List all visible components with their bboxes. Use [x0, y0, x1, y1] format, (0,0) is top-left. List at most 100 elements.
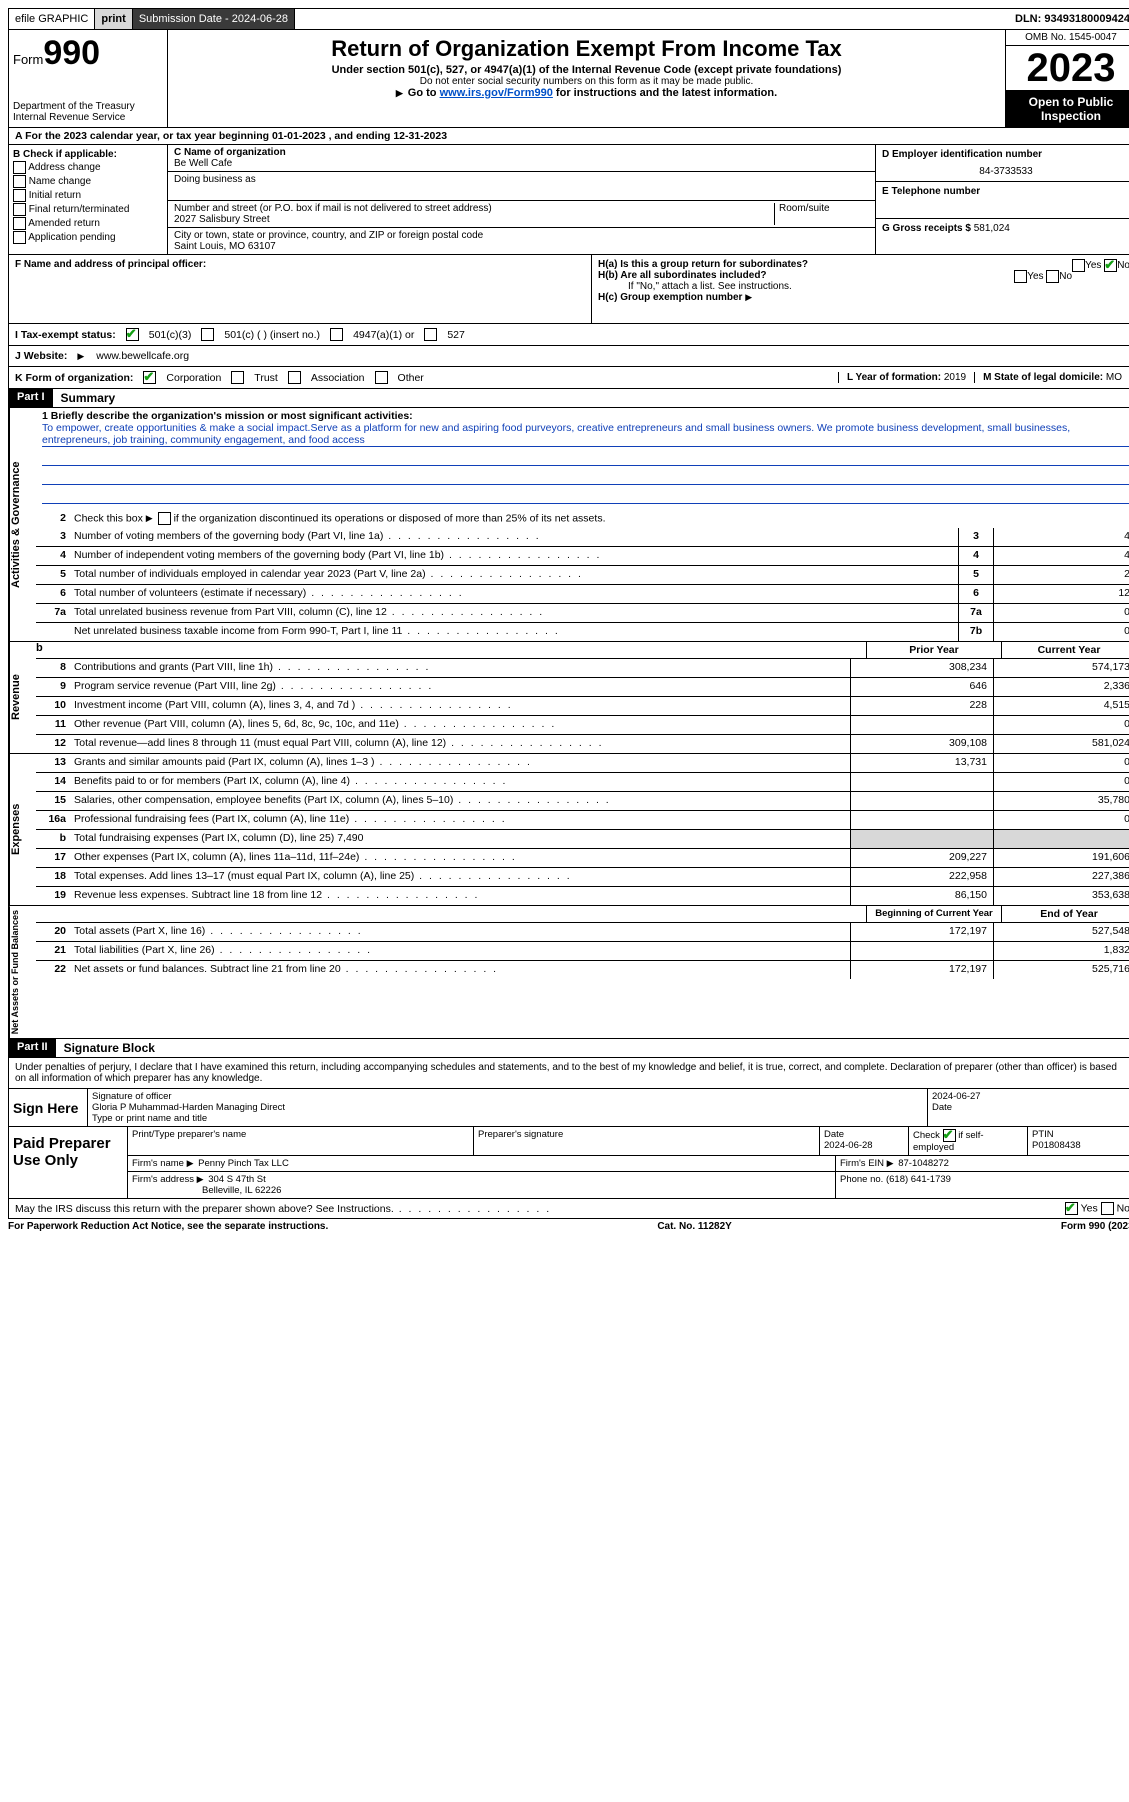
table-row: bTotal fundraising expenses (Part IX, co…	[36, 830, 1129, 849]
table-row: 5Total number of individuals employed in…	[36, 566, 1129, 585]
vlabel-expenses: Expenses	[9, 754, 36, 905]
sig-officer-label: Signature of officer	[92, 1091, 923, 1102]
ha-no[interactable]	[1104, 259, 1117, 272]
table-row: 21Total liabilities (Part X, line 26)1,8…	[36, 942, 1129, 961]
cb-4947[interactable]	[330, 328, 343, 341]
table-row: 6Total number of volunteers (estimate if…	[36, 585, 1129, 604]
table-row: 22Net assets or fund balances. Subtract …	[36, 961, 1129, 979]
form-subtitle-3: Go to www.irs.gov/Form990 for instructio…	[176, 87, 997, 99]
table-row: 14Benefits paid to or for members (Part …	[36, 773, 1129, 792]
mission-block: 1 Briefly describe the organization's mi…	[36, 408, 1129, 510]
addr-label: Number and street (or P.O. box if mail i…	[174, 203, 770, 214]
vlabel-netassets: Net Assets or Fund Balances	[9, 906, 36, 1038]
open-inspection: Open to Public Inspection	[1006, 91, 1129, 127]
cb-other[interactable]	[375, 371, 388, 384]
table-row: 3Number of voting members of the governi…	[36, 528, 1129, 547]
line-2: Check this box if the organization disco…	[70, 510, 1129, 528]
table-row: 18Total expenses. Add lines 13–17 (must …	[36, 868, 1129, 887]
ha-yes[interactable]	[1072, 259, 1085, 272]
discuss-yes[interactable]	[1065, 1202, 1078, 1215]
discuss-row: May the IRS discuss this return with the…	[8, 1199, 1129, 1219]
officer-label: F Name and address of principal officer:	[15, 259, 206, 270]
cb-app-pending[interactable]: Application pending	[13, 231, 163, 244]
dept-label: Department of the Treasury Internal Reve…	[13, 101, 163, 123]
table-row: 15Salaries, other compensation, employee…	[36, 792, 1129, 811]
expenses-block: Expenses 13Grants and similar amounts pa…	[8, 754, 1129, 906]
col-beginning: Beginning of Current Year	[866, 906, 1001, 922]
revenue-block: Revenue b Prior Year Current Year 8Contr…	[8, 642, 1129, 754]
tel-label: E Telephone number	[882, 186, 1129, 197]
cb-name-change[interactable]: Name change	[13, 175, 163, 188]
hc-label: H(c) Group exemption number	[598, 292, 1129, 303]
cb-final-return[interactable]: Final return/terminated	[13, 203, 163, 216]
sig-officer-name: Gloria P Muhammad-Harden Managing Direct	[92, 1102, 923, 1113]
cb-501c[interactable]	[201, 328, 214, 341]
netassets-block: Net Assets or Fund Balances Beginning of…	[8, 906, 1129, 1039]
row-j: J Website: www.bewellcafe.org	[8, 346, 1129, 367]
header-grid: B Check if applicable: Address change Na…	[8, 145, 1129, 255]
ein-label: D Employer identification number	[882, 149, 1129, 160]
row-i: I Tax-exempt status: 501(c)(3) 501(c) ( …	[8, 324, 1129, 346]
vlabel-revenue: Revenue	[9, 642, 36, 753]
perjury-text: Under penalties of perjury, I declare th…	[8, 1058, 1129, 1089]
cb-amended[interactable]: Amended return	[13, 217, 163, 230]
sign-block: Sign Here Signature of officer Gloria P …	[8, 1089, 1129, 1127]
prep-sig-label: Preparer's signature	[474, 1127, 820, 1155]
row-a-tax-year: A For the 2023 calendar year, or tax yea…	[8, 128, 1129, 145]
submission-date: Submission Date - 2024-06-28	[133, 9, 295, 29]
footer: For Paperwork Reduction Act Notice, see …	[8, 1219, 1129, 1234]
addr-value: 2027 Salisbury Street	[174, 214, 770, 225]
preparer-block: Paid Preparer Use Only Print/Type prepar…	[8, 1127, 1129, 1199]
row-f-h: F Name and address of principal officer:…	[8, 255, 1129, 324]
hb-no[interactable]	[1046, 270, 1059, 283]
table-row: Net unrelated business taxable income fr…	[36, 623, 1129, 641]
part1-header: Part I Summary	[8, 389, 1129, 408]
irs-link[interactable]: www.irs.gov/Form990	[440, 87, 553, 99]
table-row: 7aTotal unrelated business revenue from …	[36, 604, 1129, 623]
mission-text: To empower, create opportunities & make …	[42, 422, 1129, 447]
gross-label: G Gross receipts $	[882, 223, 971, 234]
form-header: Form990 Department of the Treasury Inter…	[8, 30, 1129, 128]
dln-label: DLN: 93493180009424	[1009, 9, 1129, 29]
section-c: C Name of organization Be Well Cafe Doin…	[168, 145, 876, 254]
cb-trust[interactable]	[231, 371, 244, 384]
efile-label: efile GRAPHIC	[9, 9, 95, 29]
gross-value: 581,024	[974, 223, 1010, 234]
table-row: 8Contributions and grants (Part VIII, li…	[36, 659, 1129, 678]
discuss-no[interactable]	[1101, 1202, 1114, 1215]
cb-self-employed[interactable]	[943, 1129, 956, 1142]
table-row: 12Total revenue—add lines 8 through 11 (…	[36, 735, 1129, 753]
cb-address-change[interactable]: Address change	[13, 161, 163, 174]
sig-date-val: 2024-06-27	[932, 1091, 1129, 1102]
hb-label: H(b) Are all subordinates included? Yes …	[598, 270, 1129, 281]
table-row: 9Program service revenue (Part VIII, lin…	[36, 678, 1129, 697]
city-label: City or town, state or province, country…	[174, 230, 869, 241]
hb-yes[interactable]	[1014, 270, 1027, 283]
cb-501c3[interactable]	[126, 328, 139, 341]
table-row: 17Other expenses (Part IX, column (A), l…	[36, 849, 1129, 868]
sig-type-label: Type or print name and title	[92, 1113, 923, 1124]
governance-block: Activities & Governance 1 Briefly descri…	[8, 408, 1129, 642]
cb-527[interactable]	[424, 328, 437, 341]
form-title: Return of Organization Exempt From Incom…	[176, 36, 997, 62]
form-subtitle-2: Do not enter social security numbers on …	[176, 76, 997, 87]
vlabel-governance: Activities & Governance	[9, 408, 36, 641]
cb-discontinued[interactable]	[158, 512, 171, 525]
tax-year: 2023	[1006, 46, 1129, 91]
form-number: Form990	[13, 34, 163, 73]
prep-name-label: Print/Type preparer's name	[128, 1127, 474, 1155]
col-current: Current Year	[1001, 642, 1129, 658]
org-name: Be Well Cafe	[174, 158, 869, 169]
ein-value: 84-3733533	[882, 166, 1129, 177]
part2-header: Part II Signature Block	[8, 1039, 1129, 1058]
cb-assoc[interactable]	[288, 371, 301, 384]
section-b: B Check if applicable: Address change Na…	[9, 145, 168, 254]
cb-initial-return[interactable]: Initial return	[13, 189, 163, 202]
form-subtitle-1: Under section 501(c), 527, or 4947(a)(1)…	[176, 64, 997, 76]
table-row: 10Investment income (Part VIII, column (…	[36, 697, 1129, 716]
cb-corp[interactable]	[143, 371, 156, 384]
sig-date-label: Date	[932, 1102, 1129, 1113]
print-button[interactable]: print	[95, 9, 132, 29]
table-row: 4Number of independent voting members of…	[36, 547, 1129, 566]
table-row: 13Grants and similar amounts paid (Part …	[36, 754, 1129, 773]
